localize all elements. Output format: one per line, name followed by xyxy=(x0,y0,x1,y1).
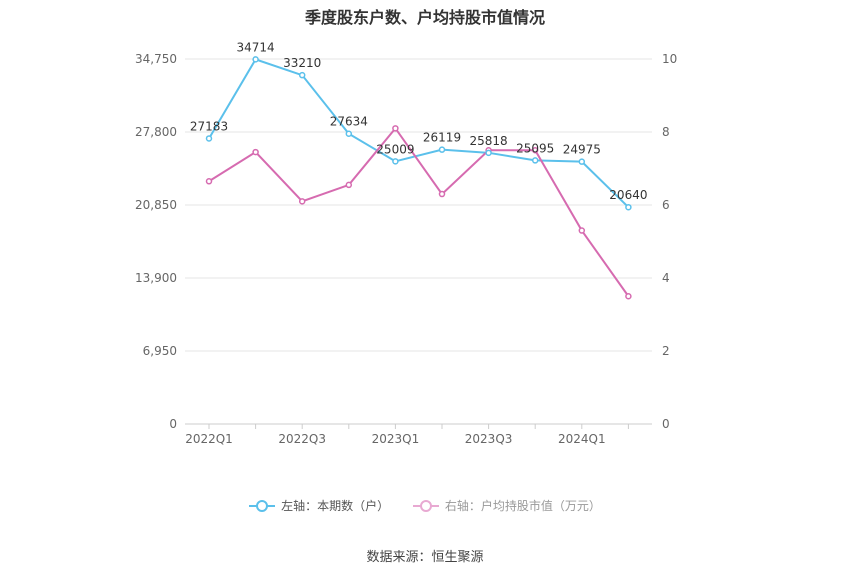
line-chart: 0 0 6,950 2 13,900 4 20,850 6 27,800 8 34,750 10 202… xyxy=(135,40,677,446)
y-right-tick-label: 6 xyxy=(662,198,670,212)
data-point-market-value xyxy=(252,148,259,156)
data-point-households xyxy=(345,130,353,137)
data-point-households xyxy=(485,149,492,157)
data-label: 25095 xyxy=(516,141,554,155)
data-point-households xyxy=(392,158,399,165)
data-label: 27183 xyxy=(190,119,228,133)
series-line-market-value xyxy=(208,126,630,297)
data-point-market-value xyxy=(578,227,586,234)
data-point-households xyxy=(531,157,539,164)
y-left-tick-label: 20,850 xyxy=(135,198,177,212)
data-label: 34714 xyxy=(237,40,275,54)
data-label: 25009 xyxy=(376,142,414,156)
x-tick-label: 2023Q3 xyxy=(465,432,513,446)
data-point-market-value xyxy=(298,198,306,205)
legend-label-market-value: 右轴：户均持股市值（万元） xyxy=(444,499,601,513)
data-point-market-value xyxy=(531,147,539,154)
y-right-tick-label: 10 xyxy=(662,52,677,66)
data-point-households xyxy=(205,135,213,142)
y-right-tick-label: 8 xyxy=(662,125,670,139)
data-label: 33210 xyxy=(283,56,321,70)
data-label: 26119 xyxy=(423,131,461,145)
data-point-market-value xyxy=(205,178,213,185)
data-point-market-value xyxy=(625,293,632,300)
data-point-households xyxy=(438,146,446,153)
data-point-households xyxy=(252,56,259,63)
data-label: 24975 xyxy=(563,143,601,157)
y-right-tick-label: 2 xyxy=(662,344,670,358)
source-note: 数据来源：恒生聚源 xyxy=(366,550,484,565)
y-left-tick-label: 27,800 xyxy=(135,125,177,139)
data-point-households xyxy=(298,71,306,79)
legend: 左轴：本期数（户） 右轴：户均持股市值（万元） xyxy=(0,497,850,515)
chart-title: 季度股东户数、户均持股市值情况 xyxy=(304,8,545,27)
y-left-tick-label: 6,950 xyxy=(143,344,177,358)
legend-label-households: 左轴：本期数（户） xyxy=(281,499,390,513)
legend-item-households[interactable]: 左轴：本期数（户） xyxy=(249,497,389,514)
legend-marker-pink xyxy=(412,499,439,512)
y-left-tick-label: 0 xyxy=(169,417,177,431)
legend-marker-blue xyxy=(249,499,276,512)
data-point-households xyxy=(625,203,632,211)
x-tick-label: 2022Q3 xyxy=(278,432,326,446)
x-tick-label: 2023Q1 xyxy=(372,432,420,446)
y-right-tick-label: 4 xyxy=(662,271,670,285)
data-point-market-value xyxy=(345,181,353,189)
data-point-market-value xyxy=(392,125,399,132)
legend-item-market-value[interactable]: 右轴：户均持股市值（万元） xyxy=(412,497,601,514)
y-left-tick-label: 13,900 xyxy=(135,271,177,285)
data-point-market-value xyxy=(438,190,446,198)
y-right-tick-label: 0 xyxy=(662,417,670,431)
data-label: 27634 xyxy=(330,115,368,129)
x-tick-label: 2024Q1 xyxy=(558,432,606,446)
data-label: 20640 xyxy=(609,188,647,202)
data-point-households xyxy=(578,158,586,165)
data-label: 25818 xyxy=(470,134,508,148)
x-tick-label: 2022Q1 xyxy=(185,432,233,446)
series-line-households xyxy=(208,58,630,208)
y-left-tick-label: 34,750 xyxy=(135,52,177,66)
